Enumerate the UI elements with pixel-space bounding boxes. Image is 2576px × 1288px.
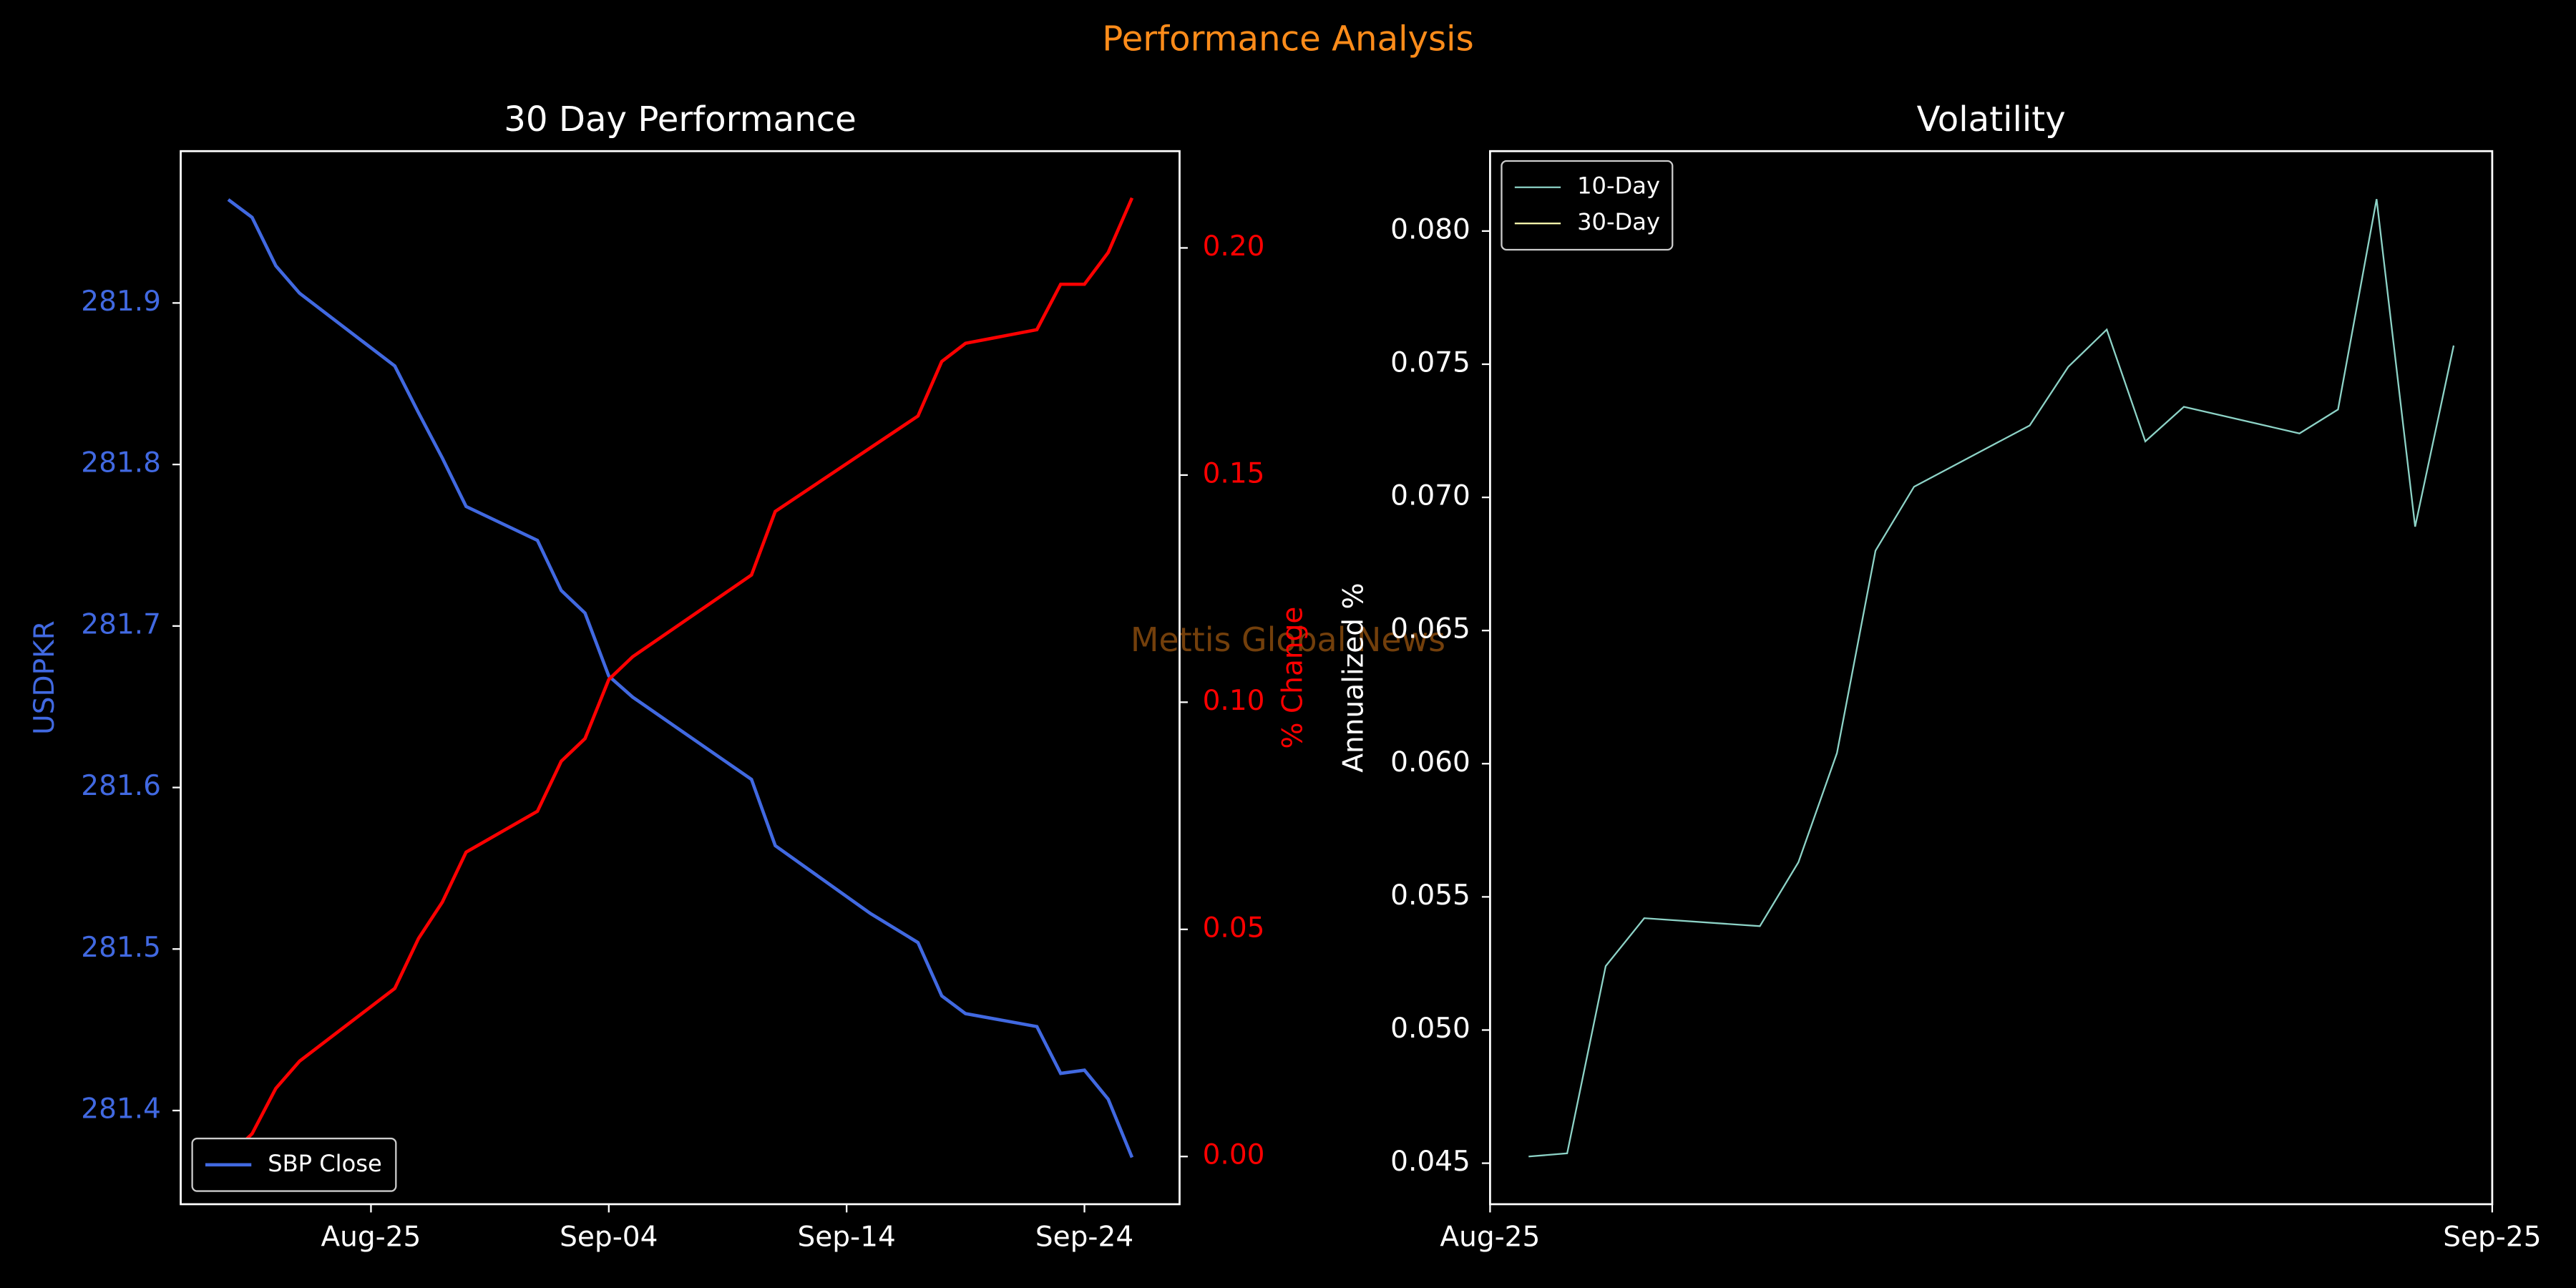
- x-tick-label: Aug-25: [321, 1221, 421, 1254]
- y-tick-label: 281.4: [81, 1093, 161, 1125]
- y2-tick-label: 0.05: [1203, 912, 1265, 944]
- x-tick-label: Sep-14: [798, 1221, 896, 1254]
- y-tick-label: 0.045: [1390, 1146, 1470, 1178]
- legend-label: SBP Close: [268, 1150, 382, 1177]
- y-tick-label: 0.065: [1390, 613, 1470, 645]
- y-tick-label: 281.6: [81, 770, 161, 802]
- x-tick-label: Aug-25: [1440, 1221, 1540, 1254]
- y-axis-label: USDPKR: [29, 620, 61, 735]
- plot-frame: [1489, 150, 2494, 1206]
- y2-tick-label: 0.10: [1203, 685, 1265, 717]
- y-tick-label: 281.9: [81, 286, 161, 318]
- y-tick-label: 281.8: [81, 447, 161, 479]
- y2-axis-label: % Change: [1277, 607, 1309, 749]
- y-tick-label: 0.055: [1390, 879, 1470, 912]
- y2-tick-label: 0.15: [1203, 457, 1265, 489]
- y-tick-label: 0.070: [1390, 480, 1470, 512]
- y-tick-label: 0.080: [1390, 213, 1470, 245]
- subplot-title: Volatility: [1917, 99, 2066, 140]
- legend-box: [1501, 160, 1674, 251]
- subplot-title: 30 Day Performance: [504, 99, 857, 140]
- y-tick-label: 281.5: [81, 932, 161, 964]
- y2-tick-label: 0.00: [1203, 1139, 1265, 1171]
- series-line: [1528, 199, 2455, 1158]
- series-line: [227, 198, 1134, 1158]
- legend-box: [191, 1137, 397, 1192]
- series-line: [227, 197, 1134, 1158]
- legend-label: 30-Day: [1577, 208, 1660, 235]
- watermark: Mettis Global News: [1131, 620, 1445, 659]
- x-tick-label: Sep-25: [2443, 1221, 2541, 1254]
- x-tick-label: Sep-04: [560, 1221, 658, 1254]
- y-axis-label: Annualized %: [1338, 582, 1370, 772]
- x-tick-label: Sep-24: [1035, 1221, 1133, 1254]
- y-tick-label: 0.075: [1390, 346, 1470, 379]
- plot-frame: [180, 150, 1181, 1206]
- y-tick-label: 0.060: [1390, 746, 1470, 779]
- y-tick-label: 0.050: [1390, 1013, 1470, 1045]
- y-tick-label: 281.7: [81, 608, 161, 640]
- figure-title: Performance Analysis: [1102, 19, 1473, 59]
- legend-label: 10-Day: [1577, 172, 1660, 200]
- y2-tick-label: 0.20: [1203, 230, 1265, 263]
